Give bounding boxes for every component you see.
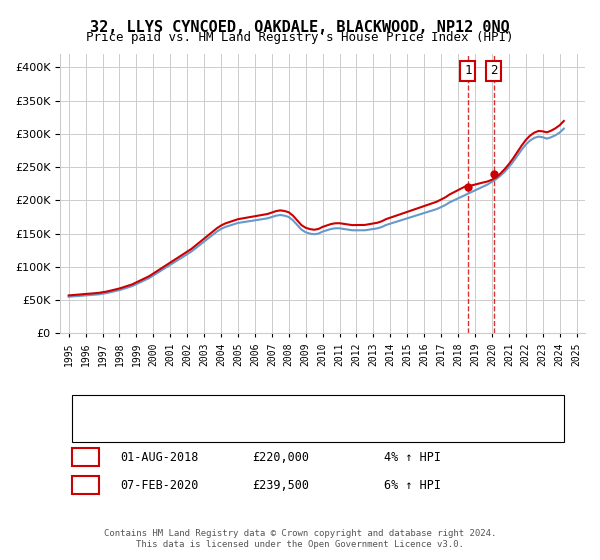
Text: Contains HM Land Registry data © Crown copyright and database right 2024.
This d: Contains HM Land Registry data © Crown c… [104, 529, 496, 549]
Text: 1: 1 [82, 451, 89, 464]
Text: HPI: Average price, detached house, Caerphilly: HPI: Average price, detached house, Caer… [126, 426, 413, 436]
Text: 07-FEB-2020: 07-FEB-2020 [120, 479, 199, 492]
Text: ——: —— [90, 399, 118, 413]
Text: 4% ↑ HPI: 4% ↑ HPI [384, 451, 441, 464]
Text: £220,000: £220,000 [252, 451, 309, 464]
Text: 01-AUG-2018: 01-AUG-2018 [120, 451, 199, 464]
Text: Price paid vs. HM Land Registry's House Price Index (HPI): Price paid vs. HM Land Registry's House … [86, 31, 514, 44]
Text: 32, LLYS CYNCOED, OAKDALE, BLACKWOOD, NP12 0NQ (detached house): 32, LLYS CYNCOED, OAKDALE, BLACKWOOD, NP… [126, 401, 520, 411]
Text: 2: 2 [82, 479, 89, 492]
Text: 32, LLYS CYNCOED, OAKDALE, BLACKWOOD, NP12 0NQ: 32, LLYS CYNCOED, OAKDALE, BLACKWOOD, NP… [90, 20, 510, 35]
Text: 6% ↑ HPI: 6% ↑ HPI [384, 479, 441, 492]
Text: ——: —— [90, 424, 118, 438]
Text: 2: 2 [490, 64, 497, 77]
Text: £239,500: £239,500 [252, 479, 309, 492]
Text: 1: 1 [464, 64, 472, 77]
